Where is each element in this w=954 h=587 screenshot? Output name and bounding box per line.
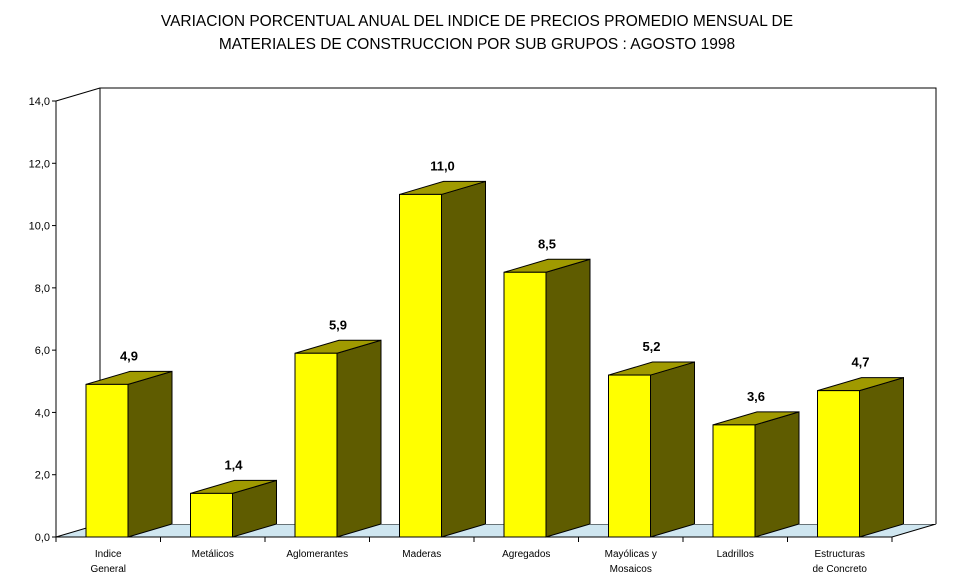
data-label: 4,9 [120, 348, 138, 363]
y-tick-label: 8,0 [35, 283, 50, 295]
bar [85, 383, 129, 538]
data-label: 3,6 [747, 389, 765, 404]
data-label: 8,5 [538, 236, 556, 251]
category-label: Mosaicos [610, 564, 652, 575]
bar [608, 374, 651, 538]
chart-wall-edge [55, 87, 101, 102]
bar [294, 352, 338, 538]
bar [399, 193, 442, 538]
chart-title-line-2: MATERIALES DE CONSTRUCCION POR SUB GRUPO… [219, 36, 735, 53]
data-label: 4,7 [851, 355, 869, 370]
y-tick-label: 2,0 [35, 470, 50, 482]
y-tick-label: 6,0 [35, 345, 50, 357]
category-label: Ladrillos [717, 549, 754, 560]
category-label: Agregados [502, 549, 550, 560]
bar [190, 492, 233, 538]
category-label: Mayólicas y [605, 549, 657, 560]
y-tick-label: 12,0 [29, 158, 50, 170]
category-label: Aglomerantes [286, 549, 348, 560]
data-label: 5,9 [329, 317, 347, 332]
bar [817, 390, 860, 538]
category-label: Metálicos [192, 549, 234, 560]
y-tick-label: 0,0 [35, 532, 50, 544]
bar-side [127, 370, 173, 538]
data-label: 11,0 [430, 158, 455, 173]
bar-side [754, 411, 800, 538]
y-tick-label: 10,0 [29, 221, 50, 233]
bar [503, 271, 547, 538]
bar [712, 424, 756, 538]
category-label: Maderas [402, 549, 441, 560]
data-label: 1,4 [224, 457, 243, 472]
data-label: 5,2 [642, 339, 660, 354]
bar-side [441, 180, 486, 538]
y-tick-label: 4,0 [35, 407, 50, 419]
bar-side [859, 376, 904, 538]
bar-side [650, 361, 695, 538]
category-label: Estructuras [814, 549, 865, 560]
chart-title-line-1: VARIACION PORCENTUAL ANUAL DEL INDICE DE… [161, 13, 793, 30]
category-label: General [90, 564, 126, 575]
chart-floor [55, 523, 937, 538]
category-label: Indice [95, 549, 122, 560]
category-label: de Concreto [813, 564, 868, 575]
bar-side [336, 339, 382, 538]
bar-side [545, 258, 591, 538]
y-tick-label: 14,0 [29, 96, 50, 108]
